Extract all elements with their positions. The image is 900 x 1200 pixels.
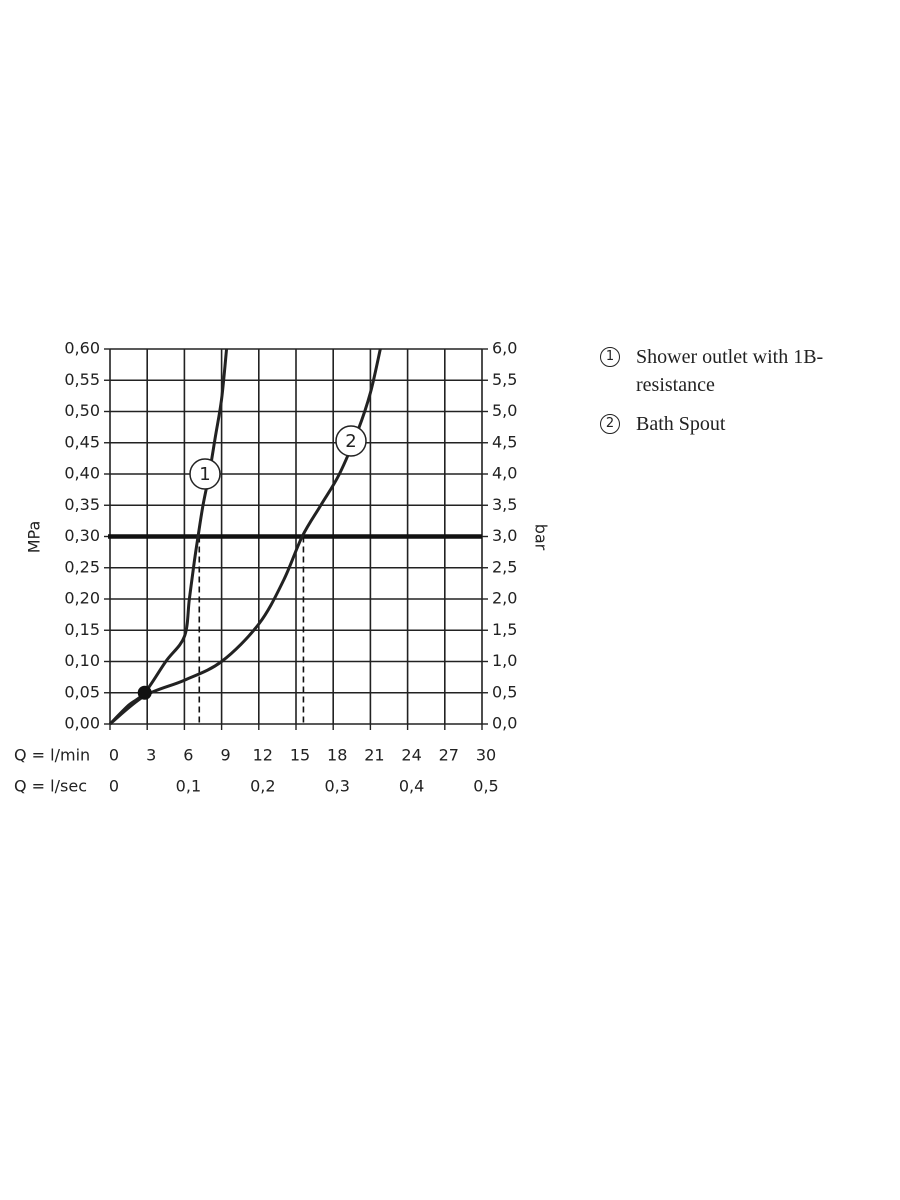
y2-tick-label: 2,0	[492, 589, 517, 608]
curve-label: 1	[199, 464, 210, 485]
y2-tick-label: 0,5	[492, 682, 517, 701]
y-tick-label: 0,45	[64, 432, 100, 451]
y2-tick-label: 2,5	[492, 557, 517, 576]
curve-label-circle	[335, 425, 367, 457]
curve	[109, 348, 382, 726]
y-tick-label: 0,15	[64, 620, 100, 639]
x-tick-label: 27	[439, 746, 459, 765]
x-tick-label: 6	[183, 746, 193, 765]
x2-tick-label: 0,3	[324, 777, 349, 796]
y-tick-label: 0,25	[64, 557, 100, 576]
y-tick-label: 0,20	[64, 589, 100, 608]
x-tick-label: 30	[476, 746, 496, 765]
y-tick-label: 0,10	[64, 651, 100, 670]
y-tick-label: 0,30	[64, 526, 100, 545]
y2-tick-label: 4,5	[492, 432, 517, 451]
y2-tick-label: 6,0	[492, 339, 517, 358]
x2-tick-label: 0,2	[250, 777, 275, 796]
y-tick-label: 0,05	[64, 682, 100, 701]
y2-tick-label: 1,0	[492, 651, 517, 670]
curve-label: 2	[345, 431, 356, 452]
x-tick-label: 9	[221, 746, 231, 765]
x-tick-label: 24	[401, 746, 421, 765]
x-tick-label: 15	[290, 746, 310, 765]
y2-tick-label: 0,0	[492, 714, 517, 733]
y-tick-label: 0,40	[64, 464, 100, 483]
y-tick-label: 0,50	[64, 401, 100, 420]
y2-tick-label: 4,0	[492, 464, 517, 483]
operating-point	[137, 685, 152, 700]
x-tick-label: 12	[253, 746, 273, 765]
x2-tick-label: 0,5	[473, 777, 498, 796]
legend-text: Shower outlet with 1B-resistance	[636, 346, 824, 396]
x-tick-label: 21	[364, 746, 384, 765]
legend-item: 2 Bath Spout	[600, 410, 866, 438]
y2-tick-label: 3,5	[492, 495, 517, 514]
y-axis-label: MPa	[25, 521, 44, 554]
legend-marker: 2	[600, 414, 620, 434]
curve-label-circle	[189, 458, 221, 490]
x2-tick-label: 0	[109, 777, 119, 796]
y-tick-label: 0,00	[64, 714, 100, 733]
legend-text: Bath Spout	[636, 413, 726, 435]
x-tick-label: 18	[327, 746, 347, 765]
y2-tick-label: 1,5	[492, 620, 517, 639]
x2-tick-label: 0,4	[399, 777, 424, 796]
y-tick-label: 0,60	[64, 339, 100, 358]
x-axis-label: Q = l/min	[14, 746, 90, 765]
y2-tick-label: 5,5	[492, 370, 517, 389]
y2-axis-label: bar	[532, 524, 551, 551]
x2-axis-label: Q = l/sec	[14, 777, 87, 796]
y2-tick-label: 3,0	[492, 526, 517, 545]
y-tick-label: 0,35	[64, 495, 100, 514]
legend-item: 1 Shower outlet with 1B-resistance	[600, 343, 866, 399]
legend-marker: 1	[600, 347, 620, 367]
x-tick-label: 3	[146, 746, 156, 765]
x2-tick-label: 0,1	[176, 777, 201, 796]
x-tick-label: 0	[109, 746, 119, 765]
y-tick-label: 0,55	[64, 370, 100, 389]
y2-tick-label: 5,0	[492, 401, 517, 420]
